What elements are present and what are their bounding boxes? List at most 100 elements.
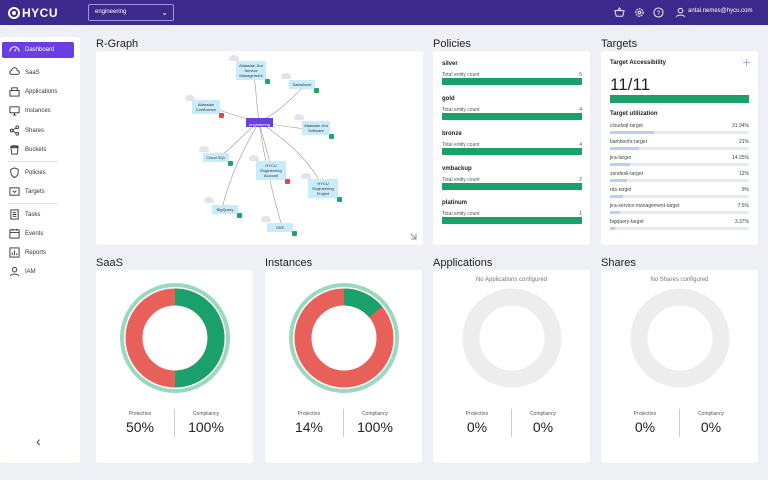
saas-icon (9, 67, 20, 75)
saas-compliancy: Compliancy 100% (188, 411, 224, 435)
policy-row[interactable]: vmbackup Total entity count 2 (442, 166, 582, 190)
sidebar-item-reports[interactable]: Reports (0, 245, 80, 261)
cloud-icon (204, 197, 214, 203)
policy-row[interactable]: bronze Total entity count 4 (442, 131, 582, 155)
policies-card: silver Total entity count 5 gold Total enti… (433, 51, 590, 245)
applications-compliancy: Compliancy 0% (529, 411, 557, 435)
sidebar-item-tasks[interactable]: Tasks (0, 207, 80, 223)
graph-node-hycu-engineering-account[interactable]: HYCU Engineering Account (256, 161, 290, 184)
share-icon (9, 125, 20, 136)
target-row[interactable]: jira-service-management-target 7.5% (610, 203, 749, 219)
target-icon (9, 187, 20, 196)
status-ok-icon (314, 88, 319, 93)
shares-widget[interactable]: No Shares configured Protection 0% Compli… (601, 270, 758, 463)
target-usage-bar (610, 147, 640, 150)
sidebar-item-instances[interactable]: Instances (0, 103, 80, 119)
instances-widget-title: Instances (265, 257, 313, 269)
target-row[interactable]: zendesk-target 12% (610, 171, 749, 187)
graph-node-hycu-engineering-project[interactable]: HYCU Engineering Project (308, 179, 342, 202)
sidebar-item-iam[interactable]: IAM (0, 264, 80, 280)
graph-node-jira-service-management[interactable]: Atlassian Jira Service Management (236, 61, 270, 84)
iam-icon (9, 266, 20, 277)
empty-state-message: No Applications configured (475, 277, 548, 283)
cloud-icon (294, 114, 304, 120)
status-error-icon (285, 179, 290, 184)
svg-text:?: ? (657, 10, 661, 17)
user-icon[interactable] (675, 7, 686, 18)
move-icon[interactable] (743, 59, 750, 66)
sidebar: Dashboard SaaS Applications Instances Sh… (0, 37, 80, 463)
policy-bar (442, 148, 582, 155)
cloud-icon (229, 55, 239, 61)
target-usage-bar (610, 227, 615, 230)
user-email[interactable]: antal.nemes@hycu.com (688, 8, 753, 14)
target-usage-bar (610, 163, 630, 166)
basket-icon[interactable] (614, 7, 625, 18)
target-accessibility-value: 11/11 (610, 75, 651, 94)
monitor-icon (9, 106, 20, 116)
cloud-icon (281, 73, 291, 79)
help-icon[interactable]: ? (653, 7, 664, 18)
target-row[interactable]: rds-target 9% (610, 187, 749, 203)
saas-widget[interactable]: Protection 50% Compliancy 100% (96, 270, 253, 463)
policy-row[interactable]: gold Total entity count 4 (442, 96, 582, 120)
sidebar-item-policies[interactable]: Policies (0, 165, 80, 181)
sidebar-item-saas[interactable]: SaaS (0, 65, 80, 81)
settings-icon[interactable] (634, 7, 645, 18)
target-usage-bar (610, 131, 655, 134)
cloud-icon (301, 173, 311, 179)
sidebar-item-dashboard[interactable]: Dashboard (2, 42, 74, 58)
hycu-logo-mark-icon (8, 7, 20, 19)
target-usage-bar (610, 211, 621, 214)
protected-segment (174, 288, 225, 388)
sidebar-item-applications[interactable]: Applications (0, 84, 80, 100)
status-ok-icon (237, 213, 242, 218)
events-icon (9, 228, 20, 239)
shares-widget-title: Shares (601, 257, 636, 269)
instances-compliancy: Compliancy 100% (357, 411, 393, 435)
graph-node-cloud-sql[interactable]: Cloud SQL (203, 153, 233, 166)
rgraph-card[interactable]: Atlassian Jira Service Management Salesf… (96, 51, 423, 245)
saas-protection: Protection 50% (125, 411, 155, 435)
cloud-icon (249, 155, 259, 161)
policy-bar (442, 217, 582, 224)
compliancy-arc (289, 283, 399, 393)
applications-widget[interactable]: No Applications configured Protection 0% … (433, 270, 590, 463)
empty-ring (462, 288, 562, 388)
policies-title: Policies (433, 38, 471, 50)
graph-center-node[interactable]: engineering (246, 118, 273, 127)
expand-icon[interactable] (410, 233, 417, 240)
applications-widget-title: Applications (433, 257, 493, 269)
collapse-sidebar-button[interactable]: ‹ (36, 433, 41, 449)
status-ok-icon (265, 79, 270, 84)
policy-row[interactable]: silver Total entity count 5 (442, 61, 582, 85)
graph-node-jira-software[interactable]: Atlassian Jira Software (302, 121, 334, 139)
target-row[interactable]: bigquery-target 3.37% (610, 219, 749, 235)
target-row[interactable]: cloudsql-target 31.94% (610, 123, 749, 139)
graph-node-bigquery[interactable]: BigQuery (212, 205, 242, 218)
target-row[interactable]: jira-target 14.25% (610, 155, 749, 171)
target-row[interactable]: bamboohr-target 21% (610, 139, 749, 155)
sidebar-item-buckets[interactable]: Buckets (0, 142, 80, 158)
tenant-select[interactable]: engineering ⌄ (88, 4, 174, 21)
graph-node-gke[interactable]: GKE (267, 223, 297, 236)
sidebar-item-targets[interactable]: Targets (0, 184, 80, 200)
cloud-icon (185, 95, 195, 101)
shares-compliancy: Compliancy 0% (697, 411, 725, 435)
instances-widget[interactable]: Protection 14% Compliancy 100% (265, 270, 422, 463)
policy-bar (442, 78, 582, 85)
reports-icon (9, 247, 20, 258)
target-accessibility-label: Target Accessibility (610, 60, 667, 66)
sidebar-item-events[interactable]: Events (0, 226, 80, 242)
graph-node-confluence[interactable]: Atlassian Confluence (192, 100, 224, 118)
cloud-icon (261, 216, 271, 222)
instances-protection: Protection 14% (294, 411, 324, 435)
hycu-logo[interactable]: HYCU (8, 6, 58, 20)
target-usage-bar (610, 179, 627, 182)
protected-segment (343, 288, 383, 318)
policy-row[interactable]: platinum Total entity count 1 (442, 200, 582, 224)
sidebar-item-shares[interactable]: Shares (0, 123, 80, 139)
graph-node-salesforce[interactable]: Salesforce (289, 80, 319, 93)
rgraph-title: R-Graph (96, 38, 139, 50)
sidebar-divider (8, 161, 58, 162)
